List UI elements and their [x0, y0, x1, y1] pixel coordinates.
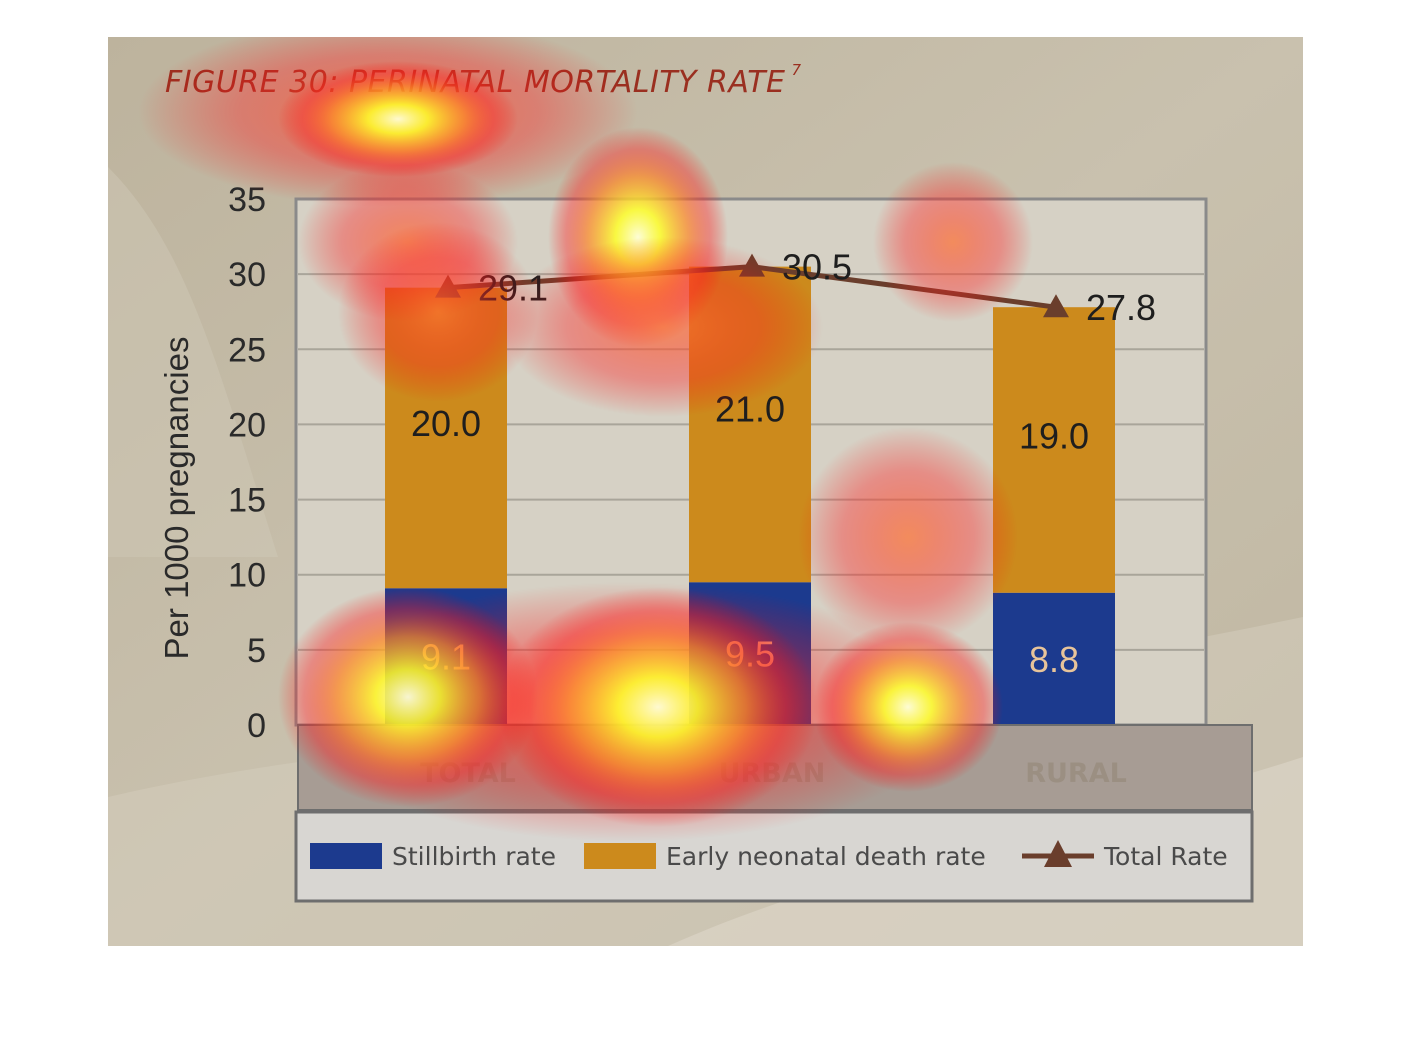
title-superscript: 7 [791, 61, 802, 79]
y-axis-label: Per 1000 pregnancies [158, 337, 195, 660]
data-label-stillbirth: 9.1 [421, 637, 471, 678]
legend-label-total: Total Rate [1103, 842, 1228, 871]
y-tick-label: 15 [228, 482, 266, 520]
y-tick-label: 5 [247, 632, 266, 670]
legend-label-neonatal: Early neonatal death rate [666, 842, 986, 871]
y-tick-label: 10 [228, 557, 266, 595]
y-tick-label: 30 [228, 256, 266, 294]
legend-label-stillbirth: Stillbirth rate [392, 842, 556, 871]
category-label-total: TOTAL [420, 758, 516, 789]
y-tick-label: 20 [228, 406, 266, 444]
y-tick-label: 0 [247, 707, 266, 745]
data-label-total: 27.8 [1086, 287, 1156, 328]
y-axis: 0 5 10 15 20 25 30 35 [228, 181, 266, 745]
data-label-total: 30.5 [782, 247, 852, 288]
data-label-neonatal: 20.0 [411, 403, 481, 444]
legend-swatch-neonatal [584, 843, 656, 869]
data-label-neonatal: 21.0 [715, 389, 785, 430]
total-rate-marker [1043, 294, 1069, 318]
data-label-neonatal: 19.0 [1019, 416, 1089, 457]
legend-swatch-stillbirth [310, 843, 382, 869]
data-label-stillbirth: 9.5 [725, 634, 775, 675]
data-label-total: 29.1 [478, 268, 548, 309]
y-tick-label: 25 [228, 331, 266, 369]
data-label-stillbirth: 8.8 [1029, 639, 1079, 680]
y-tick-label: 35 [228, 181, 266, 219]
category-label-urban: URBAN [719, 758, 826, 789]
category-label-rural: RURAL [1025, 758, 1127, 789]
legend-swatch-total-marker [1044, 840, 1072, 867]
chart-canvas: 0 5 10 15 20 25 30 35 Per 1000 pregnancies 9.1 2… [158, 181, 1254, 903]
